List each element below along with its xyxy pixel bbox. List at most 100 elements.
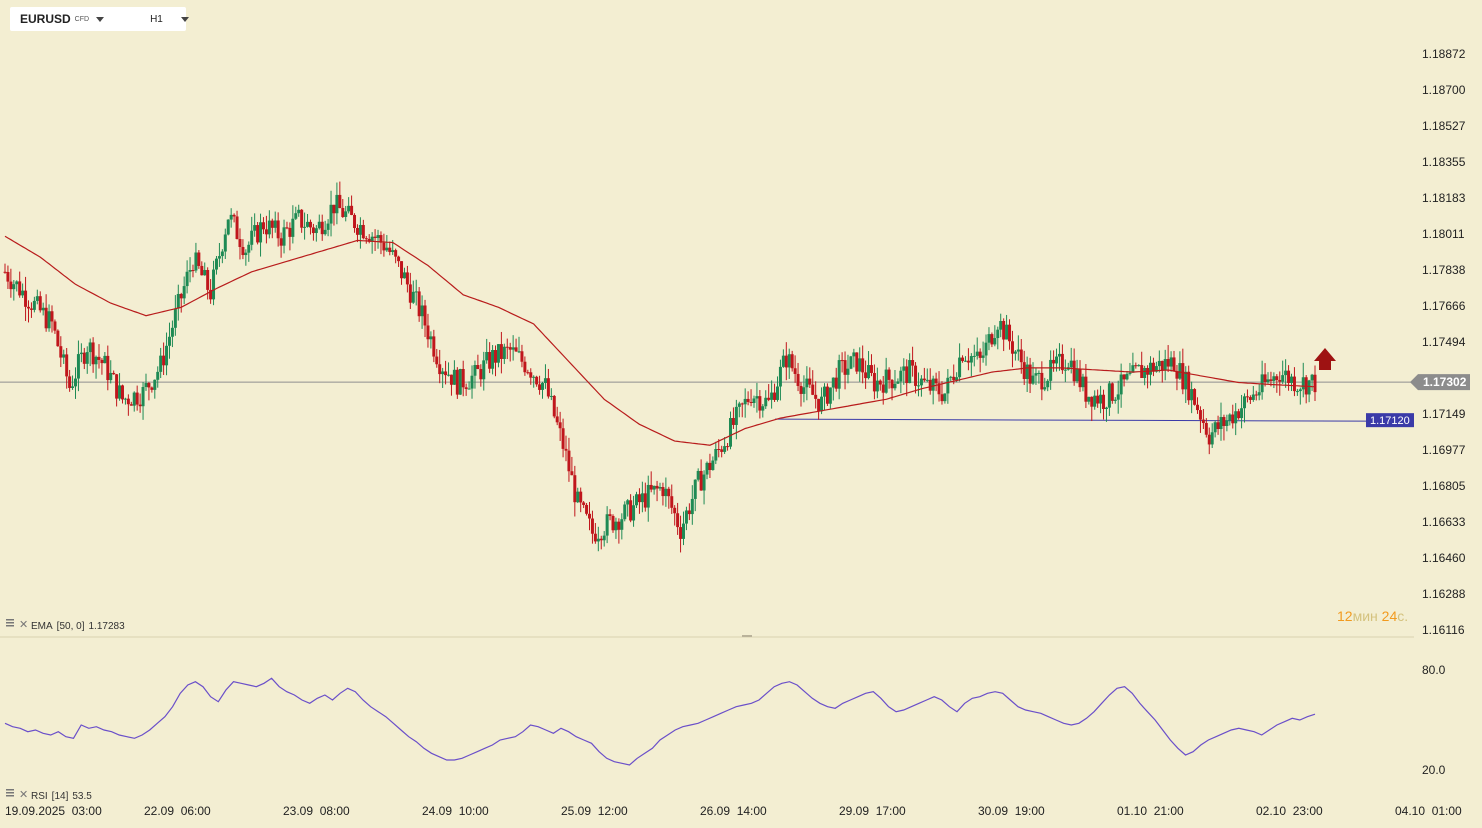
candle bbox=[1104, 406, 1108, 422]
candle bbox=[241, 239, 245, 260]
support-level-line[interactable] bbox=[774, 418, 1367, 422]
candle bbox=[308, 219, 312, 235]
candle bbox=[775, 376, 779, 402]
candle bbox=[482, 351, 486, 391]
candle bbox=[555, 406, 559, 426]
candle bbox=[558, 411, 562, 442]
candle bbox=[670, 484, 674, 514]
candle bbox=[1090, 396, 1094, 422]
candle bbox=[1281, 360, 1285, 384]
candle bbox=[250, 216, 254, 251]
candle bbox=[649, 471, 653, 493]
candle bbox=[247, 241, 251, 262]
candle bbox=[629, 494, 633, 523]
candle bbox=[564, 435, 568, 462]
candle bbox=[397, 255, 401, 267]
candle bbox=[411, 280, 415, 304]
candle bbox=[350, 195, 354, 216]
candle bbox=[523, 356, 527, 376]
candle bbox=[194, 242, 198, 273]
candle bbox=[32, 296, 36, 313]
symbol-dropdown-icon[interactable] bbox=[96, 16, 105, 22]
candle bbox=[1146, 365, 1150, 389]
candle bbox=[708, 453, 712, 478]
candle bbox=[1016, 335, 1020, 361]
candle bbox=[361, 219, 365, 240]
candle bbox=[817, 398, 821, 420]
candle bbox=[206, 267, 210, 300]
candle bbox=[1222, 414, 1226, 441]
candle bbox=[344, 205, 348, 222]
price-tick-label: 1.16460 bbox=[1422, 551, 1466, 565]
time-axis: 19.09.2025 03:00 22.09 06:00 23.09 08:00 24… bbox=[5, 804, 1462, 818]
candle bbox=[914, 362, 918, 394]
candle bbox=[126, 394, 130, 416]
candle bbox=[793, 355, 797, 383]
candle bbox=[120, 384, 124, 404]
level-price-tag[interactable]: 1.17120 bbox=[1366, 413, 1414, 428]
pane-resize-handle[interactable] bbox=[742, 635, 752, 637]
candle bbox=[232, 213, 236, 223]
candle bbox=[491, 345, 495, 375]
candle bbox=[867, 351, 871, 380]
rsi-settings-icon[interactable] bbox=[6, 789, 14, 797]
candle bbox=[1198, 406, 1202, 433]
candle bbox=[608, 509, 612, 521]
buy-signal-arrow-icon bbox=[1314, 348, 1336, 370]
candle bbox=[15, 280, 19, 292]
candle bbox=[1184, 366, 1188, 404]
candle bbox=[1008, 319, 1012, 350]
candle bbox=[358, 217, 362, 249]
timeframe-dropdown-icon[interactable] bbox=[180, 16, 189, 22]
candle bbox=[364, 236, 368, 244]
candle bbox=[520, 344, 524, 368]
rsi-remove-icon[interactable]: ✕ bbox=[19, 789, 28, 801]
ema-settings-icon[interactable] bbox=[6, 619, 14, 627]
candle bbox=[934, 372, 938, 392]
candle bbox=[320, 214, 324, 241]
timeframe-select[interactable]: H1 bbox=[150, 13, 163, 25]
candle bbox=[617, 518, 621, 544]
candle bbox=[908, 353, 912, 384]
candle bbox=[502, 343, 506, 365]
candle bbox=[902, 358, 906, 385]
candle bbox=[214, 256, 218, 275]
candle bbox=[699, 459, 703, 491]
candle bbox=[681, 511, 685, 546]
candle bbox=[426, 313, 430, 348]
price-tick-label: 1.16288 bbox=[1422, 587, 1466, 601]
price-tick-label: 1.18183 bbox=[1422, 191, 1466, 205]
ema-remove-icon[interactable]: ✕ bbox=[19, 619, 28, 631]
candle bbox=[517, 336, 521, 354]
candle bbox=[253, 213, 257, 237]
candle bbox=[1128, 362, 1132, 376]
candle bbox=[150, 386, 154, 393]
candle bbox=[56, 329, 60, 347]
candle bbox=[1075, 359, 1079, 384]
candle bbox=[928, 368, 932, 395]
candle bbox=[573, 465, 577, 517]
candle bbox=[919, 375, 923, 397]
candle bbox=[256, 221, 260, 245]
candle bbox=[1084, 363, 1088, 409]
candle bbox=[1201, 408, 1205, 429]
time-tick-label: 25.09 12:00 bbox=[561, 804, 628, 818]
time-tick-label: 01.10 21:00 bbox=[1117, 804, 1184, 818]
candle bbox=[963, 356, 967, 362]
candle bbox=[728, 411, 732, 450]
candle bbox=[191, 264, 195, 278]
candle bbox=[385, 235, 389, 252]
candle bbox=[679, 515, 683, 553]
candle bbox=[85, 346, 89, 374]
candle bbox=[1122, 374, 1126, 387]
candle bbox=[112, 370, 116, 375]
candle bbox=[220, 249, 224, 264]
symbol-name[interactable]: EURUSD bbox=[20, 12, 71, 26]
candle bbox=[494, 345, 498, 377]
candle bbox=[635, 491, 639, 508]
svg-text:1.17120: 1.17120 bbox=[1370, 415, 1410, 427]
candle bbox=[590, 510, 594, 544]
symbol-suffix: CFD bbox=[74, 15, 90, 23]
candle bbox=[9, 268, 13, 298]
